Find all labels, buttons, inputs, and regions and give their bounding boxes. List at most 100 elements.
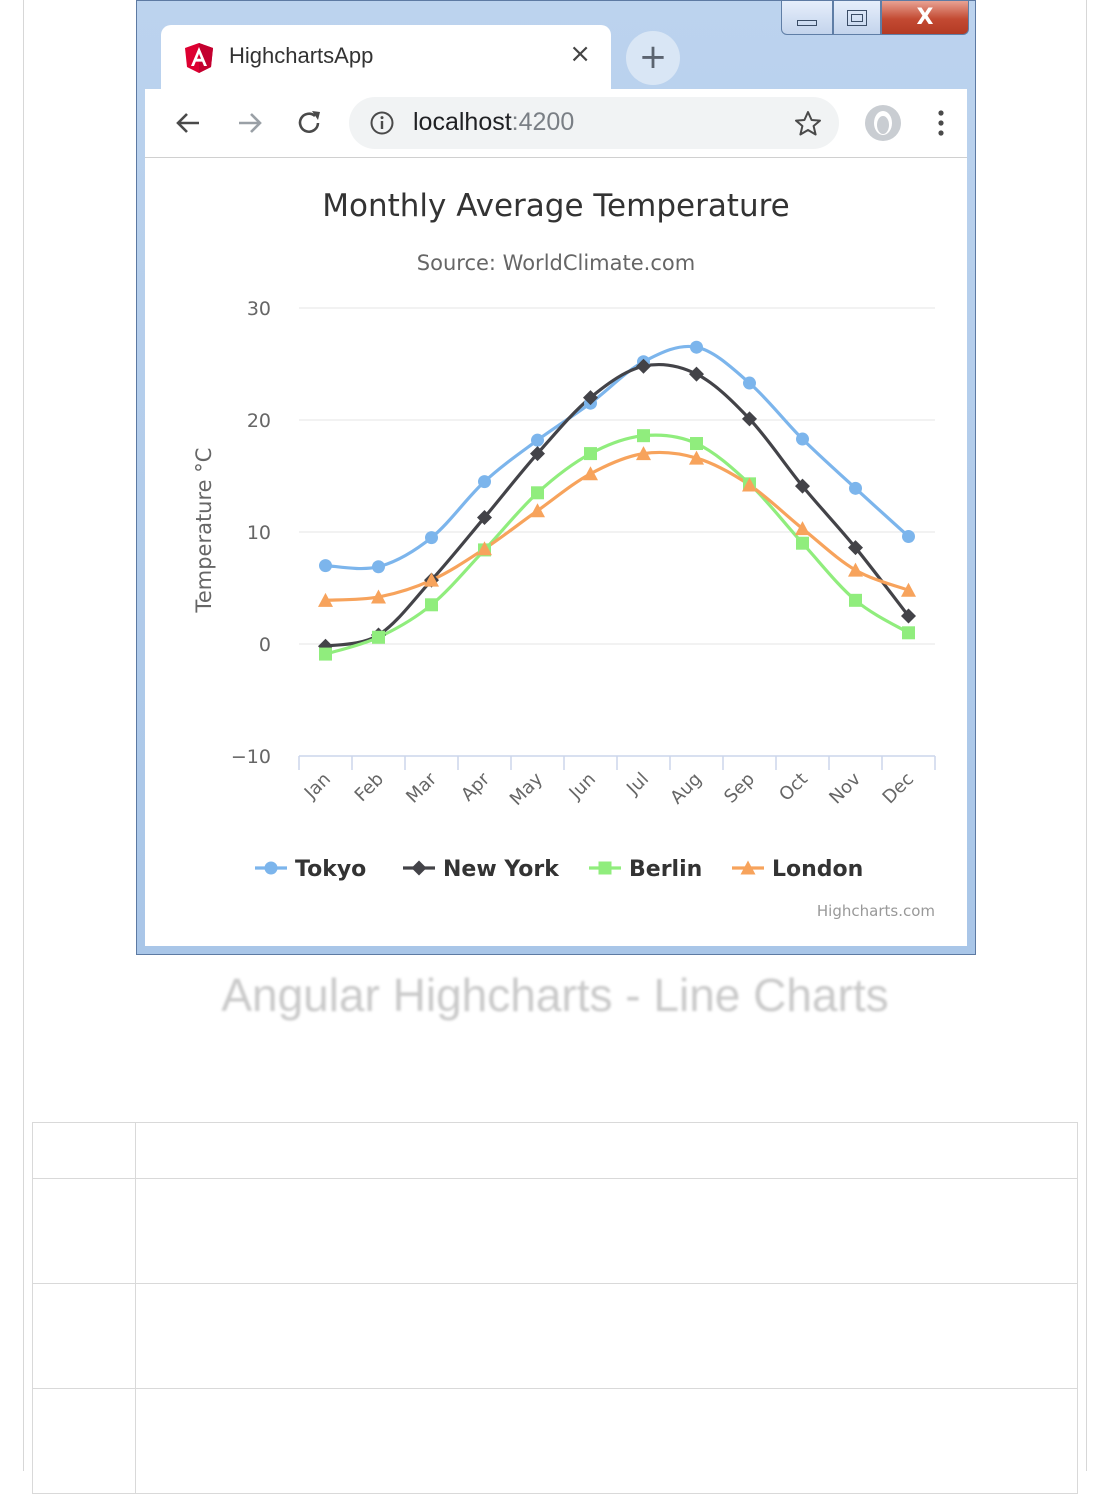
y-axis-ticks: −10 0 10 20 30 [231, 298, 271, 768]
window-controls: X [781, 1, 969, 37]
table-row [32, 1283, 1078, 1389]
data-point[interactable] [584, 447, 597, 461]
data-point[interactable] [637, 429, 650, 443]
data-point[interactable] [901, 582, 916, 597]
data-point[interactable] [371, 589, 386, 604]
x-tick-label: Jun [565, 769, 600, 804]
data-point[interactable] [690, 340, 703, 354]
legend-item[interactable]: London [732, 857, 863, 882]
x-tick-label: Nov [825, 768, 865, 808]
data-point[interactable] [902, 626, 915, 640]
minimize-button[interactable] [781, 1, 833, 35]
y-tick-label: 20 [247, 410, 271, 432]
table-cell [32, 1388, 136, 1494]
series-markers [318, 340, 916, 661]
data-point[interactable] [636, 358, 651, 374]
data-point[interactable] [530, 503, 545, 518]
back-arrow-icon[interactable] [169, 103, 209, 143]
address-bar[interactable]: localhost:4200 [349, 97, 839, 149]
url-host: localhost [413, 108, 512, 136]
data-point[interactable] [477, 541, 492, 556]
minimize-icon [797, 19, 817, 26]
y-tick-label: −10 [231, 746, 271, 768]
data-point[interactable] [849, 593, 862, 607]
url-port: :4200 [511, 108, 575, 136]
series-line[interactable] [325, 450, 910, 602]
data-point[interactable] [795, 478, 810, 494]
x-tick-label: Feb [351, 769, 388, 806]
table-row [32, 1122, 1078, 1179]
tab-close-icon[interactable]: × [569, 39, 591, 69]
x-axis: Jan Feb Mar Apr May Jun Jul Aug Sep Oct Nov Dec [298, 755, 936, 810]
data-point[interactable] [425, 531, 438, 545]
data-point[interactable] [530, 446, 545, 462]
y-tick-label: 30 [247, 298, 271, 320]
table-cell [32, 1122, 136, 1179]
data-point[interactable] [583, 390, 598, 406]
x-tick-label: Apr [457, 768, 494, 805]
profile-avatar-icon[interactable] [863, 103, 903, 143]
maximize-icon [847, 9, 867, 26]
data-point[interactable] [478, 475, 491, 489]
legend-marker[interactable] [740, 860, 756, 875]
y-tick-label: 0 [259, 634, 271, 656]
kebab-menu-icon[interactable] [929, 103, 953, 143]
data-point[interactable] [690, 437, 703, 451]
data-point[interactable] [372, 630, 385, 644]
window-close-button[interactable]: X [881, 1, 969, 35]
data-point[interactable] [742, 411, 757, 427]
line-chart: Monthly Average Temperature Source: Worl… [192, 188, 936, 920]
legend-marker[interactable] [598, 861, 612, 875]
data-point[interactable] [795, 521, 810, 536]
bookmark-star-icon[interactable] [793, 109, 823, 139]
data-point[interactable] [849, 481, 862, 495]
legend-label: New York [443, 857, 560, 882]
table-cell [32, 1178, 136, 1284]
window-close-icon: X [916, 5, 934, 30]
page-caption: Angular Highcharts - Line Charts [221, 969, 889, 1021]
x-tick-label: Mar [402, 768, 441, 807]
y-axis-title: Temperature °C [192, 448, 216, 614]
data-point[interactable] [318, 592, 333, 607]
data-point[interactable] [372, 560, 385, 574]
legend-item[interactable]: Berlin [589, 857, 702, 882]
browser-toolbar: localhost:4200 [145, 89, 967, 158]
table-cell [135, 1178, 1078, 1284]
data-point[interactable] [425, 598, 438, 612]
data-point[interactable] [902, 529, 915, 543]
legend-marker[interactable] [264, 861, 278, 875]
browser-tab[interactable]: HighchartsApp × [161, 25, 611, 89]
legend-item[interactable]: Tokyo [255, 857, 366, 882]
data-point[interactable] [424, 572, 439, 587]
maximize-button[interactable] [833, 1, 881, 35]
legend-marker[interactable] [411, 860, 427, 876]
data-point[interactable] [531, 433, 544, 447]
x-tick-label: Aug [666, 769, 706, 809]
new-tab-button[interactable]: + [626, 31, 680, 85]
forward-arrow-icon[interactable] [229, 103, 269, 143]
data-point[interactable] [796, 536, 809, 550]
table-row [32, 1178, 1078, 1284]
reload-icon[interactable] [289, 103, 329, 143]
series-line[interactable] [325, 362, 910, 648]
credits-link[interactable]: Highcharts.com [817, 902, 935, 920]
data-point[interactable] [901, 608, 916, 624]
data-point[interactable] [743, 376, 756, 390]
data-point[interactable] [796, 432, 809, 446]
data-point[interactable] [848, 562, 863, 577]
legend-item[interactable]: New York [403, 857, 560, 882]
table-cell [32, 1283, 136, 1389]
data-point[interactable] [689, 366, 704, 382]
data-point[interactable] [531, 486, 544, 500]
data-point[interactable] [742, 477, 757, 492]
legend: Tokyo New York Berlin London [255, 857, 863, 882]
data-point[interactable] [583, 466, 598, 481]
data-point[interactable] [848, 540, 863, 556]
data-point[interactable] [319, 647, 332, 661]
data-point[interactable] [636, 446, 651, 461]
data-point[interactable] [689, 450, 704, 465]
info-icon[interactable] [369, 110, 395, 136]
data-point[interactable] [477, 509, 492, 525]
table-row [32, 1388, 1078, 1494]
data-point[interactable] [319, 559, 332, 573]
